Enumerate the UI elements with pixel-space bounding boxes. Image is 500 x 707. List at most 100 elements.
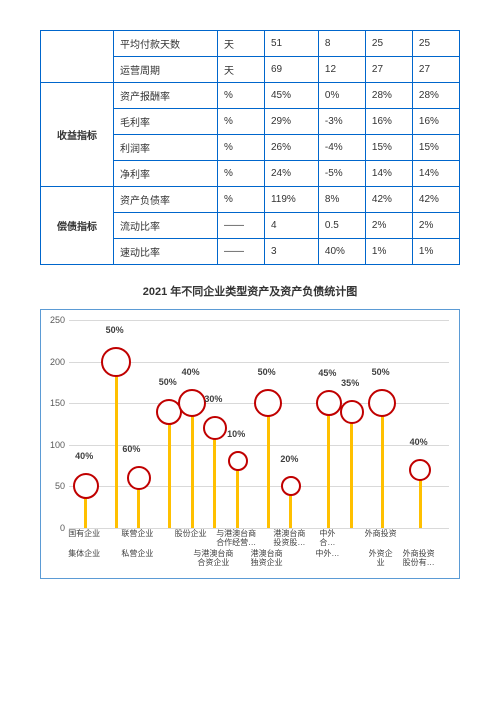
cell: 28% (365, 83, 412, 109)
cell: —— (217, 239, 264, 265)
x-label-top: 港澳台商投资股… (273, 530, 305, 548)
bubble-marker (203, 416, 227, 440)
percent-label: 35% (341, 378, 359, 388)
percent-label: 10% (227, 429, 245, 439)
x-label-top: 国有企业 (68, 530, 100, 539)
cell: -3% (318, 109, 365, 135)
y-tick: 0 (45, 523, 65, 533)
cell: 45% (264, 83, 318, 109)
x-label-bot: 港澳台商独资企业 (251, 550, 283, 568)
cell: 4 (264, 213, 318, 239)
lollipop-bar (191, 403, 194, 528)
cell: 15% (412, 135, 459, 161)
lollipop-bar (381, 403, 384, 528)
cell: -5% (318, 161, 365, 187)
cell: 净利率 (114, 161, 218, 187)
cell: % (217, 135, 264, 161)
x-label-bot: 私营企业 (121, 550, 153, 559)
percent-label: 50% (372, 367, 390, 377)
group-label (41, 31, 114, 83)
x-label-bot: 与港澳台商合资企业 (193, 550, 233, 568)
chart-container: 05010015020025040%50%60%50%40%30%10%50%2… (40, 309, 460, 579)
lollipop-bar (267, 403, 270, 528)
chart-title: 2021 年不同企业类型资产及资产负债统计图 (40, 283, 460, 299)
cell: 速动比率 (114, 239, 218, 265)
x-label-bot: 外资企业 (369, 550, 393, 568)
x-label-top: 外商投资 (365, 530, 397, 539)
x-label-top: 中外合… (319, 530, 335, 548)
cell: 利润率 (114, 135, 218, 161)
percent-label: 50% (159, 377, 177, 387)
cell: 14% (365, 161, 412, 187)
cell: 28% (412, 83, 459, 109)
bubble-marker (340, 400, 364, 424)
cell: % (217, 187, 264, 213)
cell: 25 (412, 31, 459, 57)
y-tick: 150 (45, 398, 65, 408)
cell: 0.5 (318, 213, 365, 239)
cell: 12 (318, 57, 365, 83)
y-tick: 200 (45, 357, 65, 367)
lollipop-bar (213, 428, 216, 528)
cell: 27 (365, 57, 412, 83)
bubble-marker (409, 459, 431, 481)
cell: % (217, 161, 264, 187)
cell: 8 (318, 31, 365, 57)
cell: 3 (264, 239, 318, 265)
cell: —— (217, 213, 264, 239)
cell: 2% (365, 213, 412, 239)
cell: 天 (217, 31, 264, 57)
bubble-marker (228, 451, 248, 471)
group-label: 收益指标 (41, 83, 114, 187)
percent-label: 45% (318, 368, 336, 378)
y-tick: 100 (45, 440, 65, 450)
bubble-marker (281, 476, 301, 496)
cell: 1% (365, 239, 412, 265)
cell: 29% (264, 109, 318, 135)
percent-label: 40% (182, 367, 200, 377)
bubble-marker (127, 466, 151, 490)
cell: 16% (412, 109, 459, 135)
percent-label: 30% (204, 394, 222, 404)
cell: 毛利率 (114, 109, 218, 135)
lollipop-bar (115, 362, 118, 528)
cell: 流动比率 (114, 213, 218, 239)
cell: 40% (318, 239, 365, 265)
percent-label: 40% (75, 451, 93, 461)
cell: 资产报酬率 (114, 83, 218, 109)
y-tick: 50 (45, 481, 65, 491)
bubble-marker (178, 389, 206, 417)
cell: 42% (412, 187, 459, 213)
cell: 42% (365, 187, 412, 213)
lollipop-bar (168, 412, 171, 528)
cell: 26% (264, 135, 318, 161)
cell: 24% (264, 161, 318, 187)
percent-label: 20% (280, 454, 298, 464)
percent-label: 40% (410, 437, 428, 447)
cell: 16% (365, 109, 412, 135)
x-label-top: 联营企业 (121, 530, 153, 539)
lollipop-bar (350, 412, 353, 528)
cell: 119% (264, 187, 318, 213)
cell: 运营周期 (114, 57, 218, 83)
cell: % (217, 83, 264, 109)
cell: 14% (412, 161, 459, 187)
cell: 0% (318, 83, 365, 109)
cell: 平均付款天数 (114, 31, 218, 57)
percent-label: 50% (106, 325, 124, 335)
x-label-top: 股份企业 (175, 530, 207, 539)
cell: 27 (412, 57, 459, 83)
cell: 2% (412, 213, 459, 239)
lollipop-bar (327, 403, 330, 528)
cell: 51 (264, 31, 318, 57)
cell: 1% (412, 239, 459, 265)
cell: 资产负债率 (114, 187, 218, 213)
cell: 天 (217, 57, 264, 83)
cell: -4% (318, 135, 365, 161)
bubble-marker (368, 389, 396, 417)
group-label: 偿债指标 (41, 187, 114, 265)
x-label-bot: 中外… (315, 550, 339, 559)
cell: 15% (365, 135, 412, 161)
x-label-top: 与港澳台商合作经营… (216, 530, 256, 548)
y-tick: 250 (45, 315, 65, 325)
